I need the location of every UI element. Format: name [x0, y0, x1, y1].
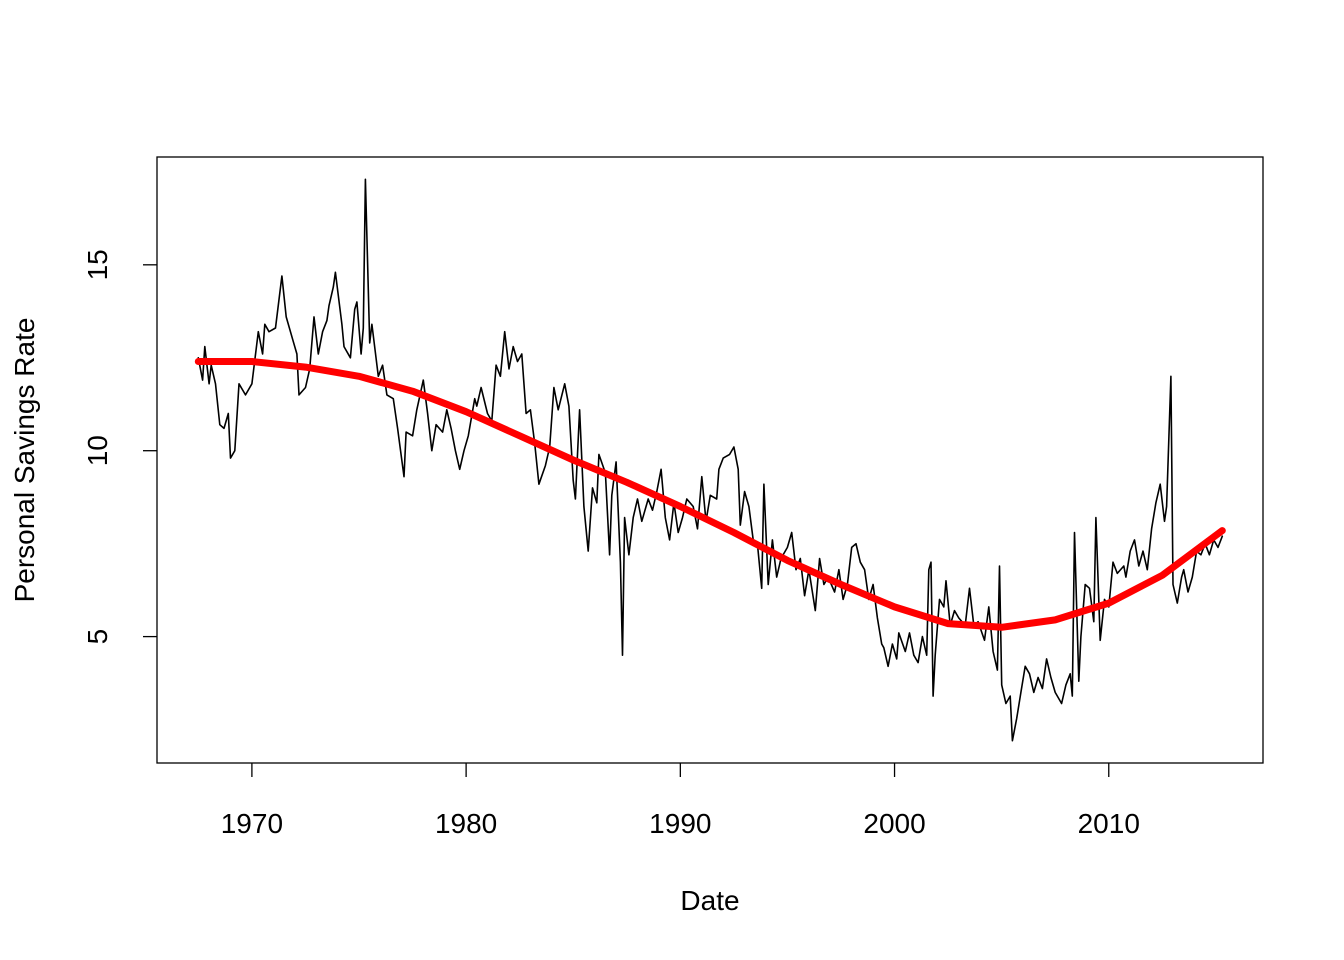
x-tick-label: 2010	[1078, 808, 1140, 839]
x-axis-label: Date	[680, 885, 739, 916]
savings-rate-line	[197, 178, 1224, 742]
y-tick-label: 15	[82, 249, 113, 280]
x-tick-label: 2000	[863, 808, 925, 839]
x-tick-label: 1980	[435, 808, 497, 839]
y-axis-label: Personal Savings Rate	[9, 318, 40, 603]
smooth-fit-line	[194, 358, 1226, 631]
x-tick-label: 1970	[221, 808, 283, 839]
plot-frame	[156, 156, 1264, 764]
y-axis: 5 10 15	[82, 249, 157, 644]
x-tick-label: 1990	[649, 808, 711, 839]
y-tick-label: 10	[82, 435, 113, 466]
plot-marks	[194, 178, 1226, 742]
x-axis: 1970 1980 1990 2000 2010	[221, 763, 1140, 839]
y-tick-label: 5	[82, 629, 113, 645]
